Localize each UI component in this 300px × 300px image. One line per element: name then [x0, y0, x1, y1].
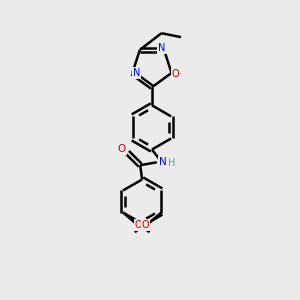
Text: O: O [142, 220, 149, 230]
Text: N: N [158, 43, 166, 53]
Text: H: H [168, 158, 175, 168]
Text: O: O [117, 143, 126, 154]
Text: O: O [172, 69, 179, 79]
Text: N: N [133, 68, 140, 78]
Text: O: O [135, 220, 142, 230]
Text: N: N [159, 157, 166, 167]
